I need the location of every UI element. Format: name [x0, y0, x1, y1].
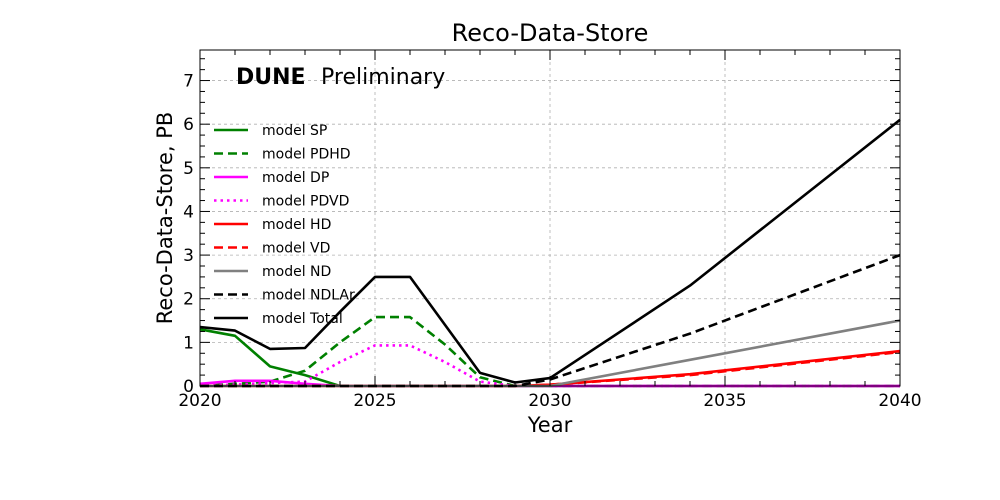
legend-label: model VD [262, 241, 330, 257]
legend-label: model Total [262, 311, 343, 327]
series-line [199, 344, 900, 388]
y-tick-label: 4 [183, 202, 194, 222]
y-tick-label: 1 [183, 333, 194, 353]
grid [200, 50, 900, 386]
legend-label: model SP [262, 123, 327, 139]
y-tick-label: 5 [183, 159, 194, 179]
legend-label: model HD [262, 217, 331, 233]
x-axis-label: Year [527, 413, 573, 437]
x-tick-label: 2030 [528, 391, 571, 411]
y-tick-label: 2 [183, 290, 194, 310]
series-line [199, 315, 900, 388]
y-axis-label: Reco-Data-Store, PB [153, 112, 177, 325]
y-tick-labels: 0 1 2 3 4 5 6 7 [183, 72, 194, 397]
y-tick-label: 6 [183, 115, 194, 135]
legend-label: model NDLAr [262, 288, 355, 304]
legend-label: model PDHD [262, 147, 351, 163]
x-tick-labels: 2020 2025 2030 2035 2040 [178, 391, 921, 411]
brand-mark: DUNE [236, 65, 306, 90]
x-tick-label: 2025 [353, 391, 396, 411]
x-tick-label: 2020 [178, 391, 221, 411]
chart-title: Reco-Data-Store [452, 19, 649, 47]
legend: model SP model PDHD model DP model PDVD mode… [214, 123, 355, 327]
y-tick-label: 7 [183, 72, 194, 92]
x-tick-label: 2035 [703, 391, 746, 411]
x-tick-label: 2040 [878, 391, 921, 411]
preliminary-label: Preliminary [321, 65, 445, 90]
y-tick-label: 0 [183, 377, 194, 397]
y-tick-label: 3 [183, 246, 194, 266]
legend-label: model PDVD [262, 194, 349, 210]
legend-label: model DP [262, 170, 329, 186]
axis-ticks [199, 50, 901, 387]
legend-label: model ND [262, 264, 331, 280]
